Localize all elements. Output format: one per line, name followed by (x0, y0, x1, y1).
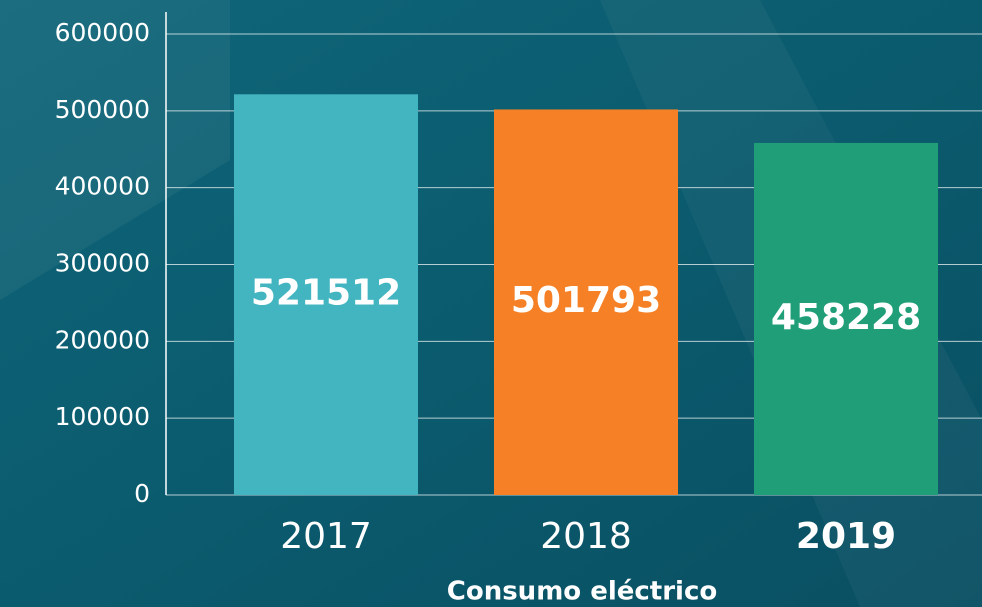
y-tick-label: 300000 (55, 249, 150, 278)
bar (754, 142, 938, 495)
bar (494, 109, 678, 495)
x-axis-label: Consumo eléctrico (447, 577, 717, 607)
value-label: 501793 (511, 280, 661, 321)
bar (234, 94, 418, 496)
x-tick-label: 2018 (540, 516, 632, 557)
y-tick-label: 600000 (55, 18, 150, 47)
background-shape (0, 0, 230, 300)
x-tick-label: 2019 (796, 516, 896, 557)
y-tick-label: 0 (134, 479, 150, 508)
y-tick-label: 500000 (55, 95, 150, 124)
y-tick-label: 200000 (55, 325, 150, 354)
y-tick-label: 100000 (55, 402, 150, 431)
x-tick-label: 2017 (280, 516, 372, 557)
y-tick-label: 400000 (55, 172, 150, 201)
value-label: 458228 (771, 297, 921, 338)
value-label: 521512 (251, 273, 401, 314)
